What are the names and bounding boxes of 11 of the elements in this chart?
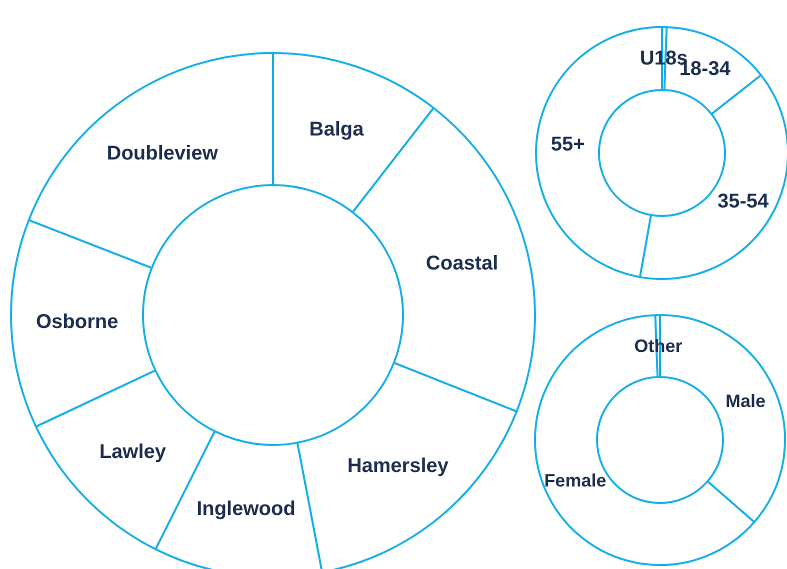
slice-label: Female [544, 470, 606, 491]
slice-label: Inglewood [196, 498, 296, 520]
slice-label: 35-54 [717, 190, 770, 213]
slice-label: Balga [309, 118, 365, 141]
slice-label: Hamersley [347, 455, 450, 478]
slice-label: Coastal [426, 252, 498, 274]
slice-label: Male [726, 391, 766, 412]
slice-label: Lawley [99, 440, 167, 463]
slice-label: Osborne [36, 310, 118, 333]
slice-label: 55+ [550, 134, 585, 156]
slice-label: Doubleview [106, 142, 218, 164]
